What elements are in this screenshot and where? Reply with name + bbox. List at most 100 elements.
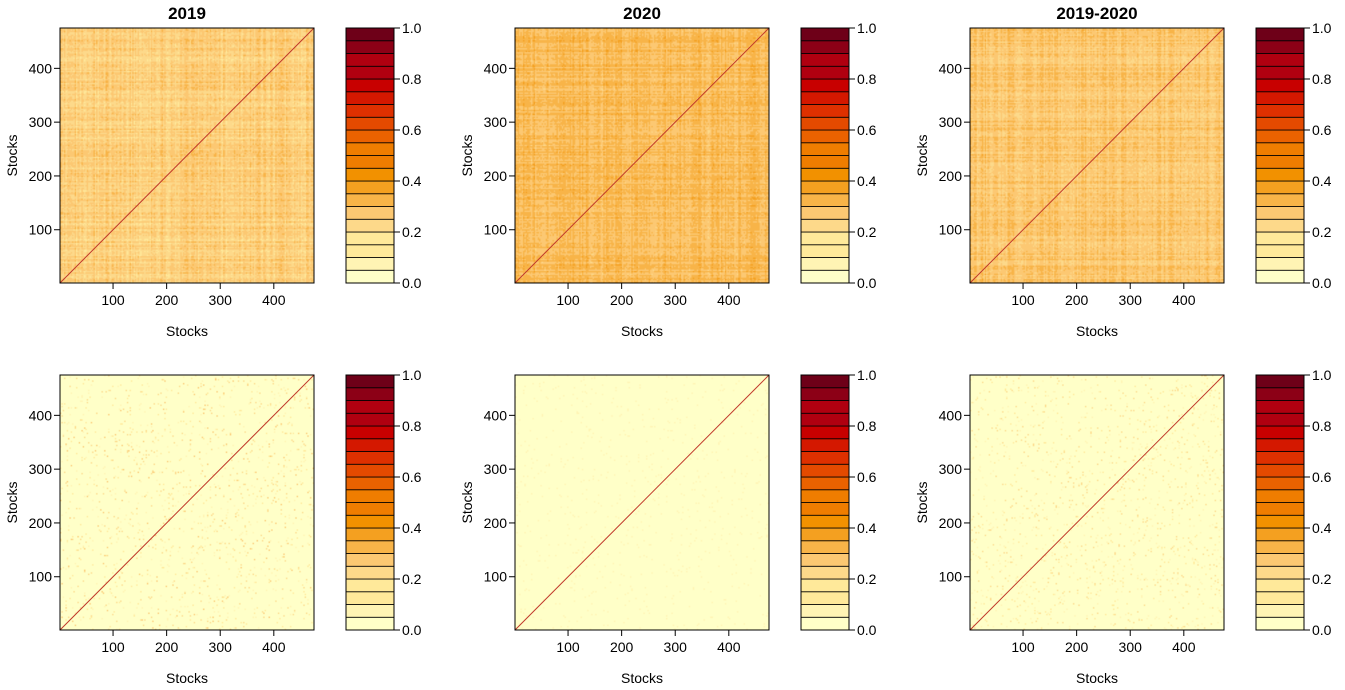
y-tick-label: 200 [484, 168, 508, 184]
colorbar-level [1255, 231, 1305, 246]
colorbar-level [800, 604, 850, 618]
colorbar-tick-label: 1.0 [402, 367, 422, 383]
x-tick-label: 200 [1065, 292, 1089, 308]
colorbar-level [800, 193, 850, 207]
colorbar-level [800, 502, 850, 516]
colorbar-tick-label: 0.4 [402, 520, 422, 536]
x-axis-label: Stocks [166, 323, 208, 339]
colorbar-tick-label: 0.4 [1312, 520, 1332, 536]
y-tick-label: 100 [29, 569, 53, 585]
colorbar-level [800, 116, 850, 131]
y-tick-label: 400 [939, 60, 963, 76]
colorbar-level [345, 78, 395, 93]
colorbar: 0.0 0.2 0.4 0.6 0.8 1.0 [1255, 367, 1332, 638]
colorbar-level [1255, 527, 1305, 542]
colorbar-frame [1255, 374, 1305, 631]
x-axis-label: Stocks [1076, 323, 1118, 339]
colorbar-level [800, 374, 850, 389]
y-axis-label: Stocks [459, 134, 475, 176]
colorbar-level [800, 565, 850, 580]
y-tick-label: 100 [939, 222, 963, 238]
colorbar-level [1255, 65, 1305, 80]
colorbar-tick-label: 0.8 [402, 418, 422, 434]
colorbar-level [800, 257, 850, 271]
x-tick-label: 100 [101, 639, 125, 655]
colorbar-level [800, 27, 850, 42]
y-tick-label: 400 [29, 407, 53, 423]
colorbar-level [800, 451, 850, 465]
colorbar-level [345, 502, 395, 516]
panel-title: 2020 [623, 4, 661, 23]
colorbar-level [800, 553, 850, 567]
colorbar-level [1255, 244, 1305, 258]
y-tick-label: 400 [939, 407, 963, 423]
colorbar-level [1255, 476, 1305, 491]
colorbar-level [345, 257, 395, 271]
y-tick-label: 200 [484, 515, 508, 531]
y-axis-label: Stocks [4, 134, 20, 176]
x-tick-label: 200 [1065, 639, 1089, 655]
diagonal-line [59, 374, 315, 631]
y-tick-label: 400 [29, 60, 53, 76]
colorbar-tick-label: 0.6 [1312, 122, 1332, 138]
colorbar-tick-label: 0.0 [402, 622, 422, 638]
colorbar-level [345, 463, 395, 478]
colorbar-tick-label: 0.6 [1312, 469, 1332, 485]
x-tick-label: 400 [262, 292, 286, 308]
colorbar-tick-label: 0.2 [402, 224, 422, 240]
colorbar-level [800, 616, 850, 631]
colorbar-level [1255, 514, 1305, 529]
colorbar-level [800, 155, 850, 169]
y-tick-label: 100 [29, 222, 53, 238]
x-axis-label: Stocks [1076, 670, 1118, 686]
y-tick-label: 100 [484, 569, 508, 585]
colorbar-level [345, 553, 395, 567]
colorbar-level [800, 425, 850, 440]
colorbar-tick-label: 1.0 [402, 20, 422, 36]
x-axis-label: Stocks [621, 323, 663, 339]
colorbar-level [800, 387, 850, 401]
heatmap-panel-4: 100 200 300 400100200300400StocksStocks0.00… [4, 367, 422, 686]
colorbar-level [345, 104, 395, 118]
colorbar-tick-label: 0.8 [857, 71, 877, 87]
y-tick-label: 200 [29, 168, 53, 184]
y-tick-label: 200 [29, 515, 53, 531]
x-tick-label: 300 [1119, 292, 1143, 308]
colorbar-level [345, 591, 395, 605]
colorbar-level [345, 218, 395, 233]
panel-title: 2019 [168, 4, 206, 23]
colorbar-level [800, 527, 850, 542]
colorbar-level [800, 167, 850, 182]
colorbar-level [1255, 578, 1305, 593]
y-tick-label: 100 [939, 569, 963, 585]
colorbar-level [800, 400, 850, 414]
colorbar-tick-label: 1.0 [1312, 367, 1332, 383]
colorbar-level [800, 180, 850, 195]
heatmap-panel-5: 100 200 300 400100200300400StocksStocks0.00… [459, 367, 877, 686]
colorbar-tick-label: 0.2 [857, 224, 877, 240]
colorbar-level [1255, 451, 1305, 465]
colorbar-frame [1255, 27, 1305, 284]
plot-frame [969, 27, 1225, 284]
colorbar-level [345, 155, 395, 169]
colorbar-level [1255, 218, 1305, 233]
colorbar-level [345, 476, 395, 491]
plot-frame [514, 374, 770, 631]
colorbar-tick-label: 0.8 [1312, 71, 1332, 87]
colorbar-level [345, 129, 395, 144]
y-tick-label: 300 [484, 114, 508, 130]
colorbar-tick-label: 0.2 [402, 571, 422, 587]
colorbar-level [345, 514, 395, 529]
colorbar-frame [345, 374, 395, 631]
colorbar-level [345, 40, 395, 54]
colorbar-level [1255, 425, 1305, 440]
colorbar-level [1255, 489, 1305, 503]
colorbar-level [345, 180, 395, 195]
colorbar-level [345, 269, 395, 284]
colorbar-level [345, 565, 395, 580]
x-tick-label: 300 [1119, 639, 1143, 655]
colorbar-level [345, 387, 395, 401]
x-tick-label: 300 [209, 292, 233, 308]
colorbar-level [345, 65, 395, 80]
